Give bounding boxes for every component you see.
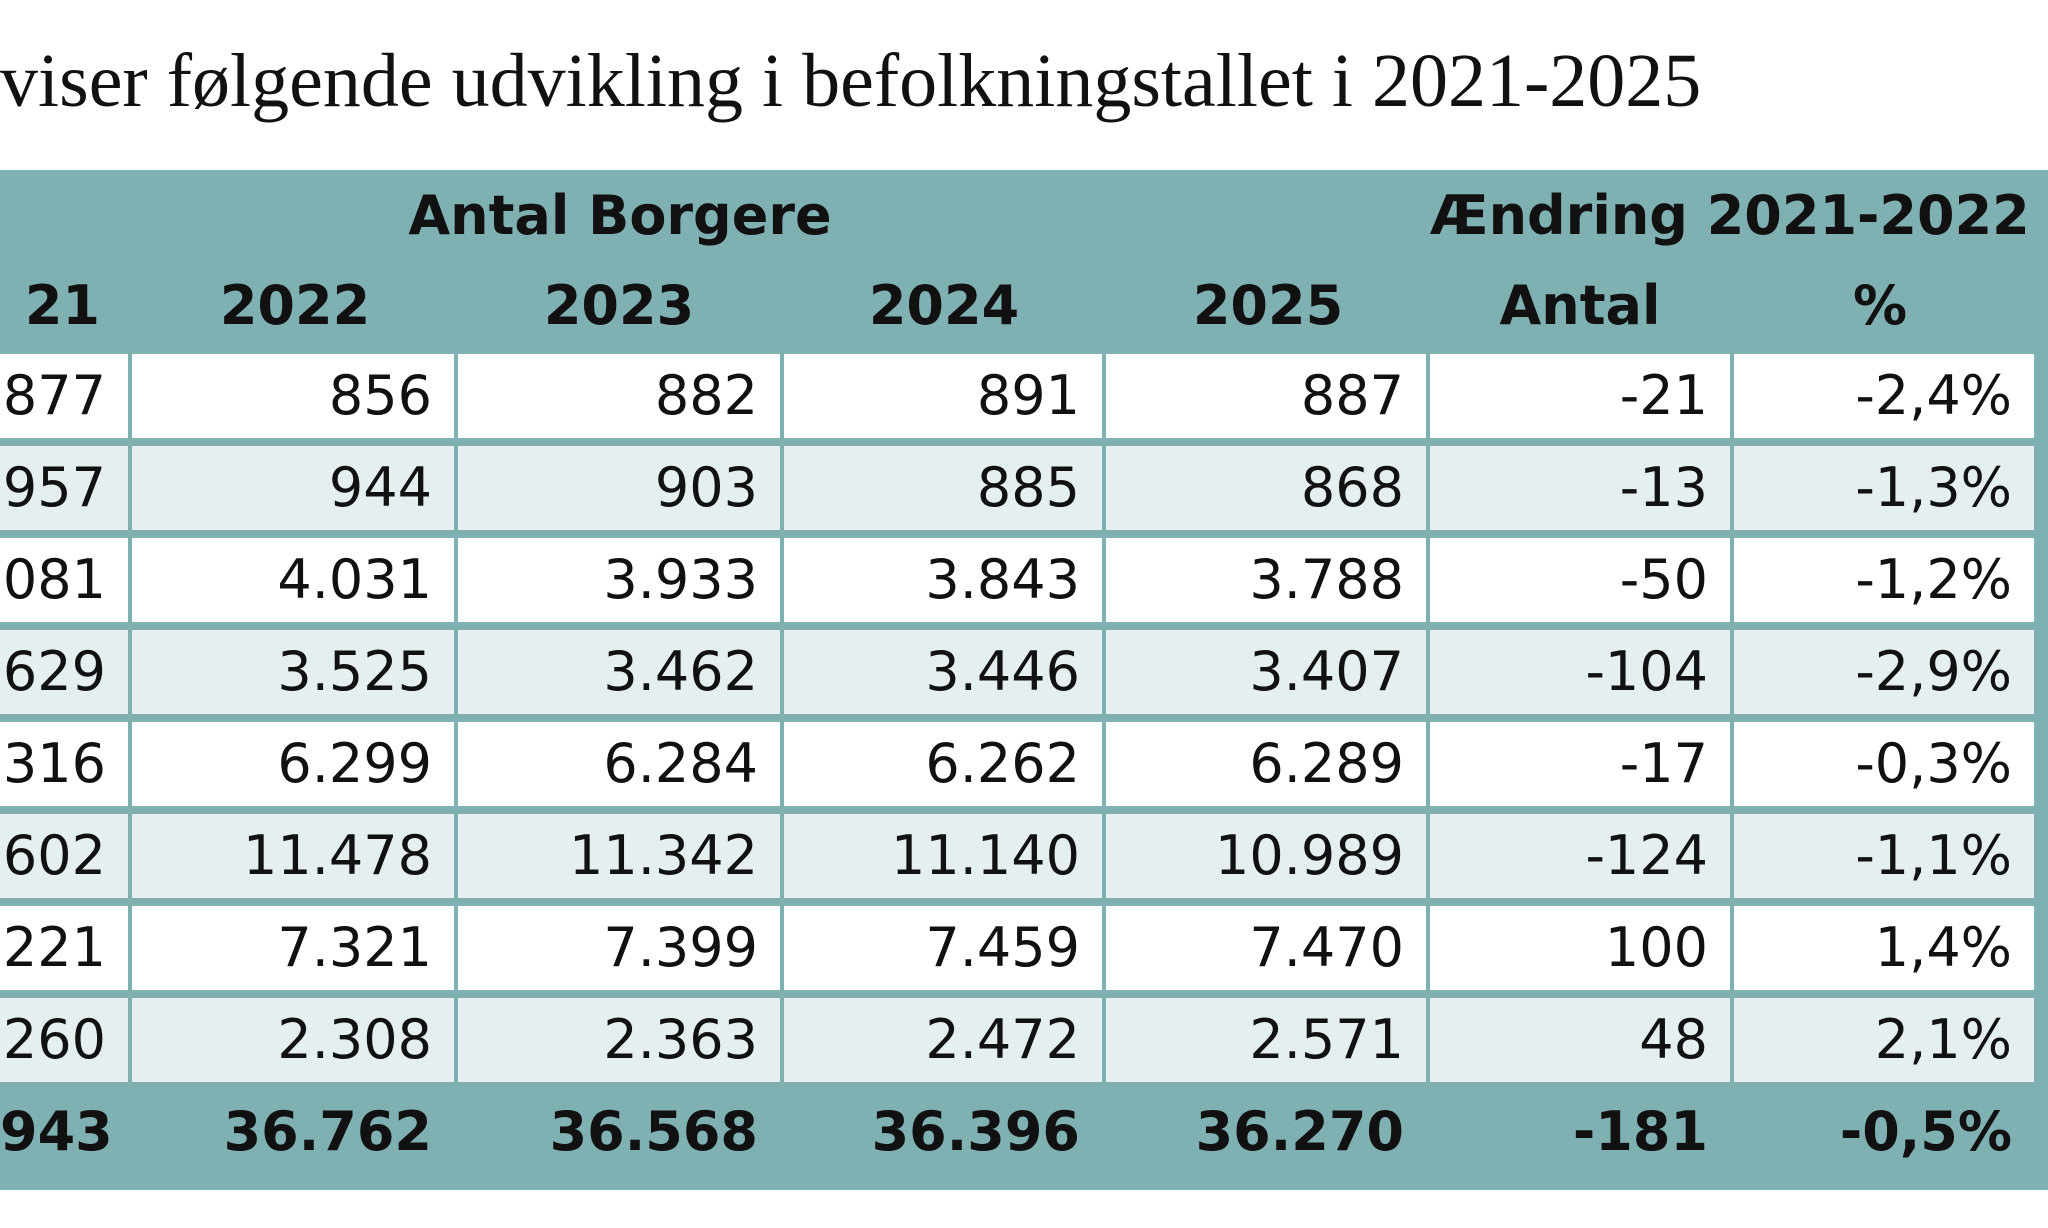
table-cell: -1,1% <box>1734 814 2034 898</box>
column-header: 21 <box>24 274 100 337</box>
group-header-aendring: Ændring 2021-2022 <box>1430 184 2030 247</box>
table-cell: 944 <box>132 446 454 530</box>
table-cell: 868 <box>1106 446 1426 530</box>
table-cell: 6.289 <box>1106 722 1426 806</box>
total-cell: -181 <box>1430 1090 1730 1174</box>
total-cell: 36.396 <box>784 1090 1102 1174</box>
table-cell: 3.933 <box>458 538 780 622</box>
table-cell: 2.472 <box>784 998 1102 1082</box>
table-cell: 3.407 <box>1106 630 1426 714</box>
table-cell: 3.525 <box>132 630 454 714</box>
total-cell: -0,5% <box>1734 1090 2034 1174</box>
table-cell: 2,1% <box>1734 998 2034 1082</box>
table-cell: -17 <box>1430 722 1730 806</box>
total-cell: 36.762 <box>132 1090 454 1174</box>
table-row: 957 944 903 885 868 -13 -1,3% <box>0 442 2048 534</box>
table-row: 602 11.478 11.342 11.140 10.989 -124 -1,1% <box>0 810 2048 902</box>
table-cell: 7.470 <box>1106 906 1426 990</box>
table-cell: 3.788 <box>1106 538 1426 622</box>
table-cell: 1,4% <box>1734 906 2034 990</box>
table-cell: 891 <box>784 354 1102 438</box>
table-cell: 260 <box>0 998 128 1082</box>
table-cell: -0,3% <box>1734 722 2034 806</box>
table-cell: 887 <box>1106 354 1426 438</box>
table-cell: 2.363 <box>458 998 780 1082</box>
column-header-row: 21 2022 2023 2024 2025 Antal% <box>0 262 2048 350</box>
table-cell: -1,3% <box>1734 446 2034 530</box>
table-cell: 6.284 <box>458 722 780 806</box>
table-cell: 100 <box>1430 906 1730 990</box>
table-cell: 6.299 <box>132 722 454 806</box>
table-row: 629 3.525 3.462 3.446 3.407 -104 -2,9% <box>0 626 2048 718</box>
table-cell: 7.321 <box>132 906 454 990</box>
table-cell: 882 <box>458 354 780 438</box>
table-cell: 3.462 <box>458 630 780 714</box>
table-cell: 7.399 <box>458 906 780 990</box>
table-cell: 7.459 <box>784 906 1102 990</box>
table-cell: -2,9% <box>1734 630 2034 714</box>
table-bottom-border <box>0 1178 2048 1190</box>
table-cell: 877 <box>0 354 128 438</box>
table-cell: -1,2% <box>1734 538 2034 622</box>
table-cell: 903 <box>458 446 780 530</box>
table-cell: 602 <box>0 814 128 898</box>
table-row: 221 7.321 7.399 7.459 7.470 100 1,4% <box>0 902 2048 994</box>
table-cell: 3.446 <box>784 630 1102 714</box>
table-cell: -2,4% <box>1734 354 2034 438</box>
table-cell: -13 <box>1430 446 1730 530</box>
table-cell: -50 <box>1430 538 1730 622</box>
table-cell: 885 <box>784 446 1102 530</box>
population-table: Antal Borgere Ændring 2021-2022 21 2022 20… <box>0 170 2048 1190</box>
total-cell: 36.270 <box>1106 1090 1426 1174</box>
column-header: 2023 <box>543 274 695 337</box>
table-cell: 2.308 <box>132 998 454 1082</box>
table-cell: 10.989 <box>1106 814 1426 898</box>
table-cell: -21 <box>1430 354 1730 438</box>
table-cell: 11.342 <box>458 814 780 898</box>
table-cell: 856 <box>132 354 454 438</box>
table-cell: 3.843 <box>784 538 1102 622</box>
total-row: 943 36.762 36.568 36.396 36.270 -181 -0,5% <box>0 1086 2048 1178</box>
table-cell: 957 <box>0 446 128 530</box>
column-header: 2025 <box>1192 274 1344 337</box>
total-cell: 943 <box>0 1090 128 1174</box>
group-header-row: Antal Borgere Ændring 2021-2022 <box>0 170 2048 262</box>
total-cell: 36.568 <box>458 1090 780 1174</box>
table-row: 260 2.308 2.363 2.472 2.571 48 2,1% <box>0 994 2048 1086</box>
table-cell: -104 <box>1430 630 1730 714</box>
column-header: 2022 <box>219 274 371 337</box>
table-row: 081 4.031 3.933 3.843 3.788 -50 -1,2% <box>0 534 2048 626</box>
table-cell: 081 <box>0 538 128 622</box>
table-cell: 2.571 <box>1106 998 1426 1082</box>
table-cell: 316 <box>0 722 128 806</box>
table-cell: 221 <box>0 906 128 990</box>
column-header: 2024 <box>868 274 1020 337</box>
section-heading: viser følgende udvikling i befolkningsta… <box>0 39 1702 123</box>
table-row: 877 856 882 891 887 -21 -2,4% <box>0 350 2048 442</box>
table-cell: -124 <box>1430 814 1730 898</box>
table-cell: 11.478 <box>132 814 454 898</box>
table-row: 316 6.299 6.284 6.262 6.289 -17 -0,3% <box>0 718 2048 810</box>
table-cell: 4.031 <box>132 538 454 622</box>
table-cell: 48 <box>1430 998 1730 1082</box>
table-cell: 11.140 <box>784 814 1102 898</box>
table-cell: 6.262 <box>784 722 1102 806</box>
column-header: Antal <box>1499 274 1661 337</box>
column-header: % <box>1852 274 1908 337</box>
group-header-antal-borgere: Antal Borgere <box>408 184 832 247</box>
table-cell: 629 <box>0 630 128 714</box>
